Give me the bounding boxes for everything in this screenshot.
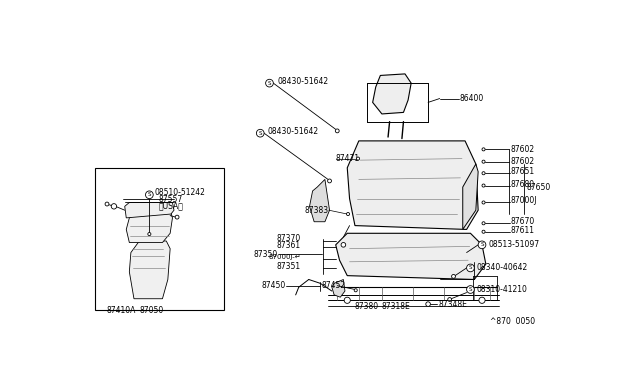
Text: 08340-40642: 08340-40642 bbox=[477, 263, 528, 272]
Circle shape bbox=[448, 298, 452, 301]
Text: 87000J-↵: 87000J-↵ bbox=[268, 254, 301, 260]
Text: S: S bbox=[148, 192, 151, 197]
Text: S: S bbox=[268, 81, 271, 86]
Polygon shape bbox=[348, 141, 478, 230]
Circle shape bbox=[354, 289, 357, 292]
Text: 87383: 87383 bbox=[305, 206, 329, 215]
Polygon shape bbox=[463, 164, 478, 230]
Polygon shape bbox=[372, 74, 411, 114]
Text: 87361: 87361 bbox=[277, 241, 301, 250]
Text: 08430-51642: 08430-51642 bbox=[268, 127, 319, 136]
Circle shape bbox=[482, 160, 485, 163]
Text: 08510-51242: 08510-51242 bbox=[155, 188, 205, 197]
Text: 〈USA〉: 〈USA〉 bbox=[159, 202, 184, 211]
Text: 87471: 87471 bbox=[336, 154, 360, 163]
Text: ^870  0050: ^870 0050 bbox=[490, 317, 535, 326]
Text: 87410A: 87410A bbox=[106, 306, 136, 315]
Circle shape bbox=[175, 215, 179, 219]
Text: S: S bbox=[480, 242, 484, 247]
Circle shape bbox=[482, 184, 485, 187]
Circle shape bbox=[341, 243, 346, 247]
Circle shape bbox=[145, 191, 153, 199]
Circle shape bbox=[467, 286, 474, 294]
Circle shape bbox=[111, 203, 116, 209]
Text: 87370: 87370 bbox=[277, 234, 301, 243]
Circle shape bbox=[266, 79, 273, 87]
Text: 87651: 87651 bbox=[511, 167, 534, 176]
Text: 87650: 87650 bbox=[527, 183, 551, 192]
Circle shape bbox=[467, 264, 474, 272]
Polygon shape bbox=[125, 202, 174, 218]
Text: 08430-51642: 08430-51642 bbox=[277, 77, 328, 86]
Circle shape bbox=[478, 241, 486, 249]
Text: 87602: 87602 bbox=[511, 157, 534, 166]
Text: 87680: 87680 bbox=[511, 180, 534, 189]
Polygon shape bbox=[126, 210, 172, 243]
Circle shape bbox=[257, 129, 264, 137]
Circle shape bbox=[482, 222, 485, 225]
Circle shape bbox=[335, 129, 339, 133]
Circle shape bbox=[328, 179, 332, 183]
Text: 87602: 87602 bbox=[511, 145, 534, 154]
Circle shape bbox=[452, 275, 456, 278]
Text: 08513-51097: 08513-51097 bbox=[488, 240, 540, 249]
Polygon shape bbox=[129, 241, 170, 299]
Text: 87000J: 87000J bbox=[511, 196, 537, 205]
Text: 87450: 87450 bbox=[261, 281, 285, 290]
Circle shape bbox=[148, 232, 151, 235]
Text: 87050: 87050 bbox=[140, 306, 164, 315]
Text: S: S bbox=[468, 287, 472, 292]
Text: 87318E: 87318E bbox=[382, 302, 411, 311]
Text: 87670: 87670 bbox=[511, 217, 535, 226]
Circle shape bbox=[482, 148, 485, 151]
Text: S: S bbox=[468, 266, 472, 270]
Circle shape bbox=[482, 172, 485, 175]
Circle shape bbox=[346, 212, 349, 216]
Circle shape bbox=[426, 302, 431, 307]
Circle shape bbox=[479, 297, 485, 303]
Text: S: S bbox=[259, 131, 262, 136]
Text: 87611: 87611 bbox=[511, 226, 534, 235]
Circle shape bbox=[356, 157, 360, 160]
Text: 87557: 87557 bbox=[159, 195, 183, 204]
Text: 08310-41210: 08310-41210 bbox=[477, 285, 527, 294]
Text: 87380: 87380 bbox=[355, 302, 379, 311]
Text: 87350: 87350 bbox=[253, 250, 278, 259]
Text: 87348E: 87348E bbox=[439, 299, 468, 309]
Circle shape bbox=[344, 297, 350, 303]
Circle shape bbox=[482, 201, 485, 204]
Polygon shape bbox=[336, 233, 486, 279]
Polygon shape bbox=[310, 179, 330, 222]
Text: 87452: 87452 bbox=[322, 281, 346, 290]
Circle shape bbox=[482, 230, 485, 233]
Bar bbox=[95, 168, 224, 310]
Circle shape bbox=[105, 202, 109, 206]
Polygon shape bbox=[332, 279, 345, 297]
Text: 86400: 86400 bbox=[460, 94, 484, 103]
Text: 87351: 87351 bbox=[277, 262, 301, 271]
